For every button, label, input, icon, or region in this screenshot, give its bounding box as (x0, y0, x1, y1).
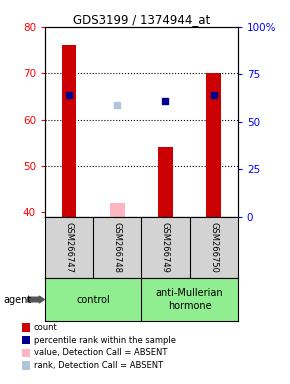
Title: GDS3199 / 1374944_at: GDS3199 / 1374944_at (73, 13, 210, 26)
Text: GSM266747: GSM266747 (65, 222, 74, 273)
Bar (158, 147, 173, 217)
Text: rank, Detection Call = ABSENT: rank, Detection Call = ABSENT (34, 361, 163, 370)
Text: GSM266748: GSM266748 (113, 222, 122, 273)
Text: value, Detection Call = ABSENT: value, Detection Call = ABSENT (34, 348, 167, 358)
Text: percentile rank within the sample: percentile rank within the sample (34, 336, 176, 345)
Text: GSM266749: GSM266749 (161, 222, 170, 273)
Text: count: count (34, 323, 58, 332)
Text: control: control (76, 295, 110, 305)
Bar (206, 73, 221, 217)
Text: GSM266750: GSM266750 (209, 222, 218, 273)
Bar (62, 45, 76, 217)
Text: anti-Mullerian
hormone: anti-Mullerian hormone (156, 288, 223, 311)
Text: agent: agent (3, 295, 31, 305)
Bar (110, 203, 124, 217)
